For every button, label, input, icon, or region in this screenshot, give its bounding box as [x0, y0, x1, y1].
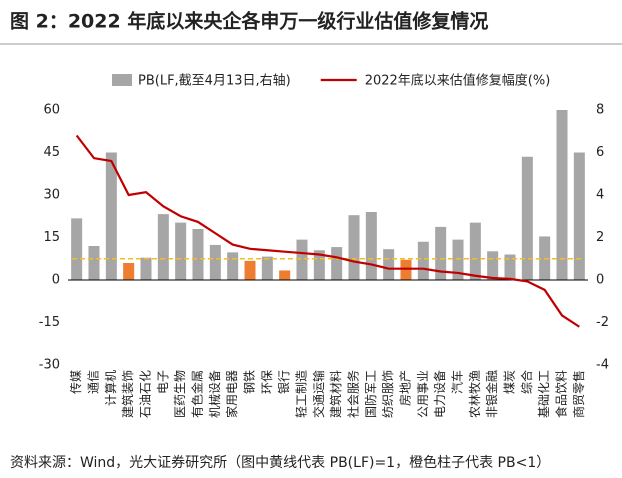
bar: [175, 222, 187, 280]
bar: [244, 260, 256, 280]
bar: [192, 229, 204, 280]
y-tick-label: -30: [39, 358, 60, 373]
bar: [331, 247, 343, 280]
bar: [573, 152, 585, 280]
x-tick-label: 银行: [277, 370, 291, 394]
x-tick-label: 农林牧渔: [468, 370, 482, 418]
x-tick-label: 环保: [260, 370, 274, 394]
source-note: 资料来源：Wind，光大证券研究所（图中黄线代表 PB(LF)=1，橙色柱子代表…: [10, 454, 550, 471]
x-tick-label: 食品饮料: [554, 370, 569, 418]
x-tick-label: 商贸零售: [571, 370, 586, 418]
x-tick-label: 交通运输: [311, 370, 326, 418]
y2-tick-label: -4: [596, 358, 609, 373]
x-tick-label: 有色金属: [190, 370, 205, 418]
x-tick-label: 电子: [156, 370, 170, 394]
bar: [452, 239, 464, 280]
bar: [556, 110, 568, 280]
x-tick-label: 计算机: [103, 370, 118, 406]
y-tick-label: -15: [39, 315, 60, 330]
bar: [105, 152, 117, 280]
bar: [521, 156, 533, 280]
legend-swatch: [112, 74, 132, 86]
x-tick-label: 钢铁: [243, 370, 257, 394]
y-tick-label: 0: [52, 273, 60, 288]
chart-title: 图 2：2022 年底以来央企各申万一级行业估值修复情况: [10, 10, 488, 33]
legend-label: PB(LF,截至4月13日,右轴): [138, 74, 291, 89]
bar: [88, 246, 100, 280]
x-tick-label: 基础化工: [537, 370, 551, 418]
x-tick-label: 电力设备: [433, 370, 447, 418]
x-tick-label: 建筑装饰: [120, 370, 135, 418]
x-tick-label: 建筑材料: [328, 370, 343, 418]
bar: [487, 251, 499, 280]
x-tick-label: 煤炭: [503, 370, 517, 394]
x-tick-label: 传媒: [68, 370, 83, 394]
y2-tick-label: 2: [596, 230, 604, 245]
y-tick-label: 60: [43, 103, 60, 118]
y2-tick-label: 4: [596, 188, 604, 203]
x-tick-label: 轻工制造: [295, 370, 309, 418]
bar: [417, 241, 429, 280]
x-tick-label: 机械设备: [207, 370, 222, 418]
x-tick-label: 通信: [87, 370, 101, 394]
x-tick-label: 国防军工: [363, 370, 378, 418]
y2-tick-label: 6: [596, 145, 604, 160]
bar: [261, 256, 273, 280]
bar: [365, 212, 377, 280]
y-tick-label: 30: [43, 188, 60, 203]
y2-tick-label: 8: [596, 103, 604, 118]
bar: [123, 263, 135, 280]
x-tick-label: 汽车: [450, 370, 465, 394]
line: [75, 134, 580, 328]
bar: [435, 226, 447, 280]
y2-tick-label: -2: [596, 315, 609, 330]
x-tick-label: 社会服务: [346, 370, 361, 418]
x-tick-label: 综合: [519, 370, 534, 394]
bar: [140, 257, 152, 280]
y2-tick-label: 0: [596, 273, 604, 288]
x-tick-label: 医药生物: [173, 370, 187, 418]
bar: [227, 252, 239, 280]
legend-label: 2022年底以来估值修复幅度(%): [365, 73, 551, 89]
bar: [296, 239, 308, 280]
bar: [157, 214, 169, 280]
bar: [383, 249, 395, 280]
bar: [400, 259, 412, 280]
bar: [469, 222, 481, 280]
bar: [209, 244, 221, 280]
bar: [71, 218, 83, 280]
bar: [279, 270, 291, 280]
bar: [504, 254, 516, 280]
x-tick-label: 家用电器: [224, 370, 239, 418]
x-tick-label: 纺织服饰: [381, 370, 395, 418]
bar: [348, 215, 360, 280]
x-tick-label: 石油石化: [139, 370, 153, 418]
y-tick-label: 45: [43, 145, 60, 160]
y-tick-label: 15: [43, 230, 60, 245]
bar: [313, 250, 325, 280]
x-tick-label: 房地产: [398, 370, 413, 406]
x-tick-label: 公用事业: [416, 370, 430, 418]
x-tick-label: 非银金融: [484, 370, 499, 418]
